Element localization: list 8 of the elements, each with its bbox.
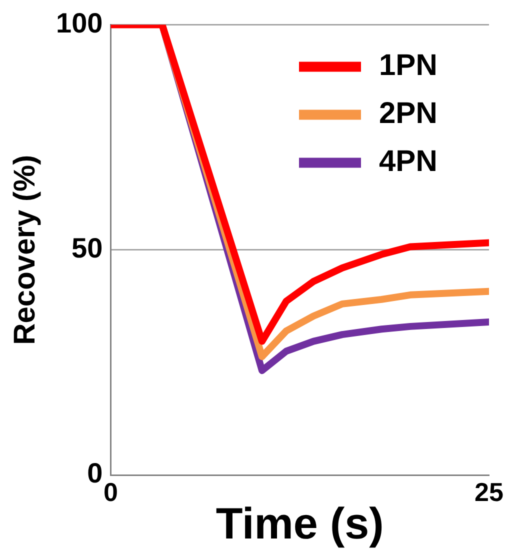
legend-label: 4PN xyxy=(379,145,438,178)
y-tick-label: 100 xyxy=(56,8,103,39)
legend-label: 2PN xyxy=(379,97,438,130)
x-tick-label: 25 xyxy=(474,476,504,507)
legend-label: 1PN xyxy=(379,49,438,82)
y-axis-title: Recovery (%) xyxy=(8,154,42,345)
x-axis-title: Time (s) xyxy=(216,500,384,549)
y-tick-label: 50 xyxy=(72,232,103,264)
